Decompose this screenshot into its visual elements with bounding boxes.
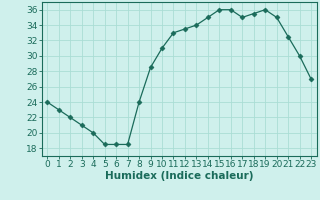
- X-axis label: Humidex (Indice chaleur): Humidex (Indice chaleur): [105, 171, 253, 181]
